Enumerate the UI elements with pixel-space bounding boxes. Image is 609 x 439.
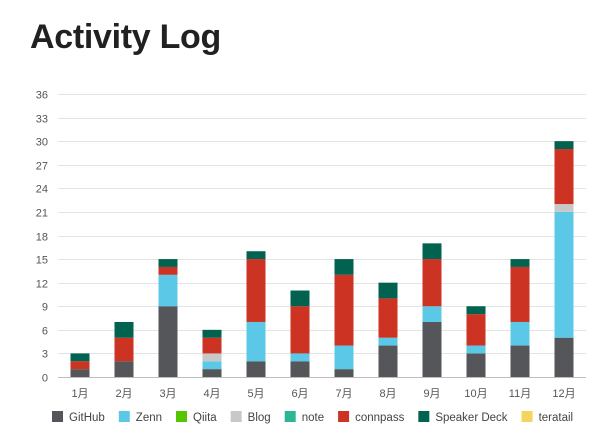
legend-label: Speaker Deck (435, 412, 507, 424)
legend-label: teratail (539, 412, 574, 424)
bar-segment (466, 306, 486, 315)
bar-segment (290, 361, 310, 377)
y-tick-label: 15 (36, 255, 48, 267)
x-tick-label: 5月 (247, 388, 264, 400)
legend-swatch (118, 411, 130, 422)
x-tick-label: 3月 (159, 388, 176, 400)
bar-segment (422, 243, 442, 260)
bar-segment (246, 361, 266, 377)
legend-swatch (338, 411, 350, 422)
bar-segment (114, 361, 134, 377)
y-tick-label: 30 (36, 137, 48, 149)
bar-segment (334, 259, 354, 275)
bar-segment (114, 321, 134, 338)
bar-segment (70, 369, 90, 377)
legend-label: Zenn (136, 412, 162, 424)
bar-segment (158, 274, 178, 307)
legend-label: note (302, 412, 324, 424)
bar-segment (378, 298, 398, 338)
x-tick-label: 6月 (291, 388, 308, 400)
bar-segment (70, 353, 90, 362)
y-tick-label: 3 (42, 349, 48, 361)
y-tick-label: 12 (36, 279, 48, 291)
bar-segment (466, 353, 486, 377)
y-tick-label: 33 (36, 114, 48, 126)
x-tick-label: 9月 (423, 388, 440, 400)
bar-segment (378, 337, 398, 346)
bar-segment (554, 337, 574, 377)
bar-segment (202, 353, 222, 362)
bar-segment (290, 290, 310, 307)
chart-gridlines (58, 94, 586, 378)
bar-segment (246, 259, 266, 322)
bar-segment (554, 204, 574, 212)
legend-swatch (521, 411, 533, 422)
x-tick-label: 1月 (71, 388, 88, 400)
x-tick-label: 4月 (203, 388, 220, 400)
bar-segment (510, 259, 530, 267)
legend-label: Blog (248, 412, 271, 424)
bar-segment (422, 321, 442, 377)
bar-segment (158, 306, 178, 377)
chart-bars (70, 141, 574, 377)
y-tick-label: 27 (36, 161, 48, 173)
legend-label: connpass (355, 412, 404, 424)
bar-segment (158, 259, 178, 267)
bar-segment (202, 369, 222, 377)
x-tick-label: 12月 (552, 388, 575, 400)
bar-segment (202, 337, 222, 354)
bar-segment (510, 266, 530, 322)
y-tick-label: 6 (42, 326, 48, 338)
bar-segment (114, 337, 134, 362)
y-tick-label: 36 (36, 90, 48, 102)
x-tick-label: 11月 (509, 388, 531, 400)
bar-segment (290, 306, 310, 354)
x-tick-label: 7月 (335, 388, 352, 400)
bar-segment (466, 314, 486, 346)
bar-segment (422, 259, 442, 307)
legend-swatch (176, 411, 188, 422)
bar-segment (510, 345, 530, 377)
bar-segment (422, 306, 442, 322)
bar-segment (378, 282, 398, 299)
legend-swatch (52, 411, 63, 422)
legend-label: GitHub (69, 412, 105, 424)
bar-segment (158, 266, 178, 275)
bar-segment (202, 329, 222, 338)
bar-segment (554, 149, 574, 205)
bar-segment (554, 211, 574, 338)
x-tick-label: 2月 (115, 388, 132, 400)
bar-segment (334, 274, 354, 346)
x-axis-ticks: 1月 2月 3月 4月 5月 6月 7月 8月 9月 10月 11月 12月 (71, 388, 575, 400)
bar-segment (378, 345, 398, 377)
bar-segment (466, 345, 486, 354)
x-tick-label: 10月 (464, 388, 487, 400)
bar-segment (70, 361, 90, 370)
bar-segment (290, 353, 310, 362)
bar-segment (334, 369, 354, 377)
bar-segment (246, 251, 266, 260)
bar-segment (202, 361, 222, 370)
bar-segment (334, 345, 354, 370)
bar-segment (554, 141, 574, 150)
chart-legend: GitHub Zenn Qiita Blog note connpass Speaker D… (52, 411, 573, 424)
page-title: Activity Log (30, 18, 221, 56)
legend-swatch (418, 411, 430, 422)
bar-segment (246, 321, 266, 362)
y-tick-label: 18 (36, 232, 48, 244)
y-tick-label: 21 (36, 208, 48, 220)
bar-segment (510, 321, 530, 346)
y-tick-label: 9 (42, 302, 48, 314)
y-tick-label: 24 (36, 184, 48, 196)
legend-swatch (284, 411, 296, 422)
legend-swatch (230, 411, 242, 422)
x-tick-label: 8月 (379, 388, 396, 400)
y-tick-label: 0 (42, 373, 48, 385)
legend-label: Qiita (193, 412, 217, 424)
